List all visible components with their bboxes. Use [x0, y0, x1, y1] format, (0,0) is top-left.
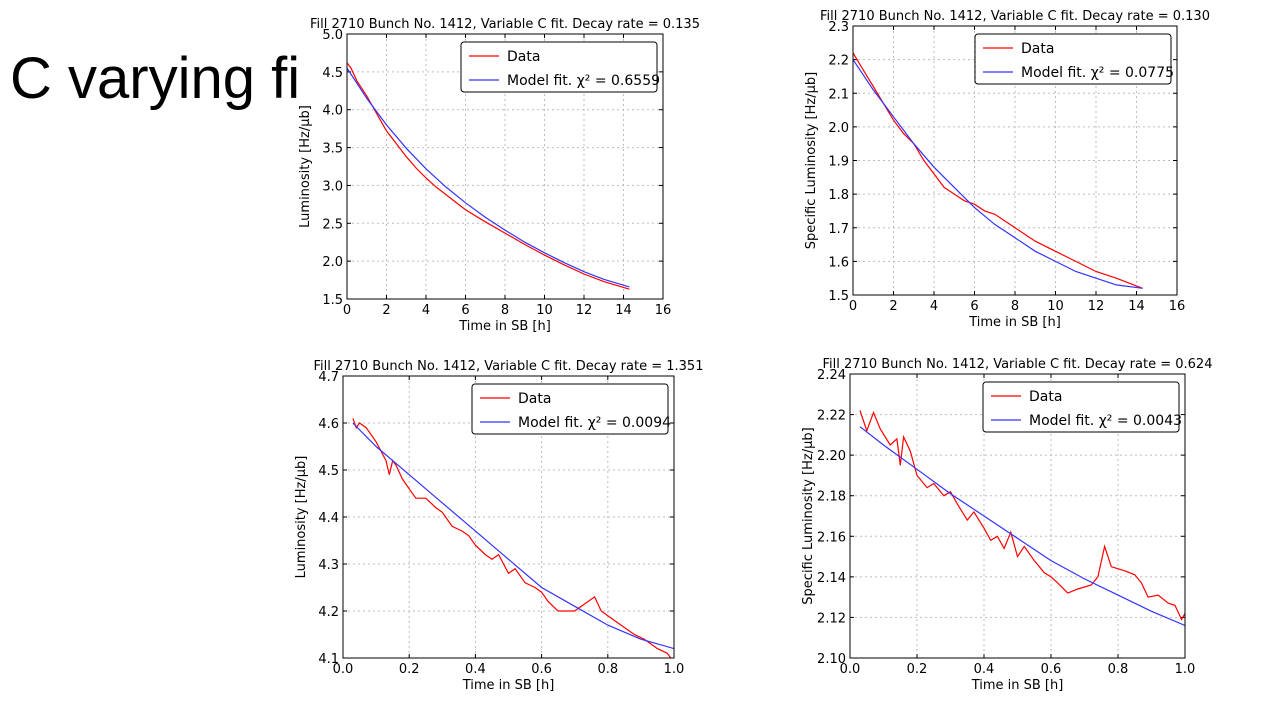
x-tick-label: 4 [422, 303, 430, 318]
x-tick-label: 0.2 [399, 662, 420, 677]
x-tick-label: 8 [1011, 299, 1019, 314]
x-tick-label: 6 [970, 299, 978, 314]
y-tick-label: 2.5 [322, 217, 343, 232]
x-tick-label: 16 [655, 303, 672, 318]
legend: Data Model fit. χ² = 0.0775 [975, 34, 1174, 84]
chart-specific-luminosity-long: 0 2 4 6 8 10 12 14 16 1.5 1.6 1.7 1.8 1.9 2.0 2.1 2.2 2.3… [800, 6, 1240, 351]
legend: Data Model fit. χ² = 0.0094 [472, 384, 671, 434]
x-tick-label: 1.0 [664, 662, 685, 677]
y-tick-label: 2.1 [828, 87, 849, 102]
legend-label-model: Model fit. χ² = 0.0775 [1021, 65, 1174, 81]
x-tick-label: 1.0 [1175, 662, 1196, 677]
legend-label-data: Data [1029, 389, 1062, 405]
y-tick-label: 2.0 [322, 255, 343, 270]
y-tick-label: 4.6 [318, 417, 339, 432]
x-tick-label: 8 [501, 303, 509, 318]
x-tick-label: 2 [382, 303, 390, 318]
chart-specific-luminosity-short: 0.0 0.2 0.4 0.6 0.8 1.0 2.10 2.12 2.14 2.16 2.18 2.… [790, 354, 1260, 718]
y-tick-label: 2.0 [828, 121, 849, 136]
legend-label-model: Model fit. χ² = 0.0094 [518, 415, 671, 431]
x-axis-label: Time in SB [h] [968, 315, 1061, 330]
x-axis-label: Time in SB [h] [458, 319, 551, 334]
y-tick-label: 2.2 [828, 54, 849, 69]
y-tick-label: 2.20 [817, 449, 846, 464]
x-tick-label: 0.4 [974, 662, 995, 677]
chart-luminosity-short: 0.0 0.2 0.4 0.6 0.8 1.0 4.1 4.2 4.3 4.4 4.5 4.6 4.7 D… [285, 356, 745, 718]
legend-label-model: Model fit. χ² = 0.0043 [1029, 413, 1182, 429]
x-tick-label: 16 [1169, 299, 1186, 314]
y-axis-label: Luminosity [Hz/μb] [298, 105, 313, 228]
y-tick-label: 3.5 [322, 142, 343, 157]
legend-label-data: Data [1021, 41, 1054, 57]
y-tick-label: 1.5 [828, 289, 849, 304]
legend: Data Model fit. χ² = 0.0043 [983, 382, 1182, 432]
x-tick-label: 0.8 [597, 662, 618, 677]
y-tick-label: 4.3 [318, 558, 339, 573]
y-tick-label: 4.5 [318, 464, 339, 479]
y-tick-label: 2.12 [817, 611, 846, 626]
y-tick-label: 1.8 [828, 188, 849, 203]
y-tick-label: 2.22 [817, 409, 846, 424]
y-tick-label: 3.0 [322, 179, 343, 194]
y-tick-label: 1.7 [828, 222, 849, 237]
x-tick-label: 0.6 [1041, 662, 1062, 677]
y-axis-label: Luminosity [Hz/μb] [294, 456, 309, 579]
x-tick-label: 10 [536, 303, 553, 318]
chart-title: Fill 2710 Bunch No. 1412, Variable C fit… [823, 357, 1213, 372]
chart-luminosity-long: 0 2 4 6 8 10 12 14 16 1.5 2.0 2.5 3.0 3.5 4.0 4.5 5.0 Dat… [295, 12, 735, 357]
legend-label-model: Model fit. χ² = 0.6559 [507, 73, 660, 89]
y-tick-label: 2.18 [817, 490, 846, 505]
x-tick-label: 0 [849, 299, 857, 314]
y-tick-label: 2.16 [817, 530, 846, 545]
y-tick-label: 2.14 [817, 571, 846, 586]
y-tick-label: 1.6 [828, 255, 849, 270]
x-tick-label: 6 [461, 303, 469, 318]
legend: Data Model fit. χ² = 0.6559 [461, 42, 660, 92]
chart-title: Fill 2710 Bunch No. 1412, Variable C fit… [310, 17, 700, 32]
y-tick-label: 2.10 [817, 652, 846, 667]
legend-label-data: Data [518, 391, 551, 407]
y-tick-label: 1.9 [828, 155, 849, 170]
x-tick-label: 12 [1088, 299, 1105, 314]
legend-label-data: Data [507, 49, 540, 65]
x-axis-label: Time in SB [h] [971, 678, 1064, 693]
x-tick-label: 10 [1047, 299, 1064, 314]
y-tick-label: 4.5 [322, 66, 343, 81]
x-tick-label: 2 [889, 299, 897, 314]
y-axis-label: Specific Luminosity [Hz/μb] [804, 72, 819, 249]
x-axis-label: Time in SB [h] [462, 678, 555, 693]
y-tick-label: 4.0 [322, 104, 343, 119]
x-tick-label: 14 [615, 303, 632, 318]
y-tick-label: 4.1 [318, 652, 339, 667]
y-tick-label: 1.5 [322, 293, 343, 308]
y-tick-label: 4.4 [318, 511, 339, 526]
y-tick-label: 4.2 [318, 605, 339, 620]
slide-title: C varying fi [10, 50, 300, 108]
x-tick-label: 0.4 [465, 662, 486, 677]
x-tick-label: 0.6 [531, 662, 552, 677]
chart-title: Fill 2710 Bunch No. 1412, Variable C fit… [314, 359, 704, 374]
y-axis-label: Specific Luminosity [Hz/μb] [801, 427, 816, 604]
x-tick-label: 0 [343, 303, 351, 318]
x-tick-label: 14 [1128, 299, 1145, 314]
x-tick-label: 0.8 [1108, 662, 1129, 677]
x-tick-label: 0.2 [907, 662, 928, 677]
chart-title: Fill 2710 Bunch No. 1412, Variable C fit… [820, 9, 1210, 24]
x-tick-label: 4 [930, 299, 938, 314]
x-tick-label: 12 [576, 303, 593, 318]
